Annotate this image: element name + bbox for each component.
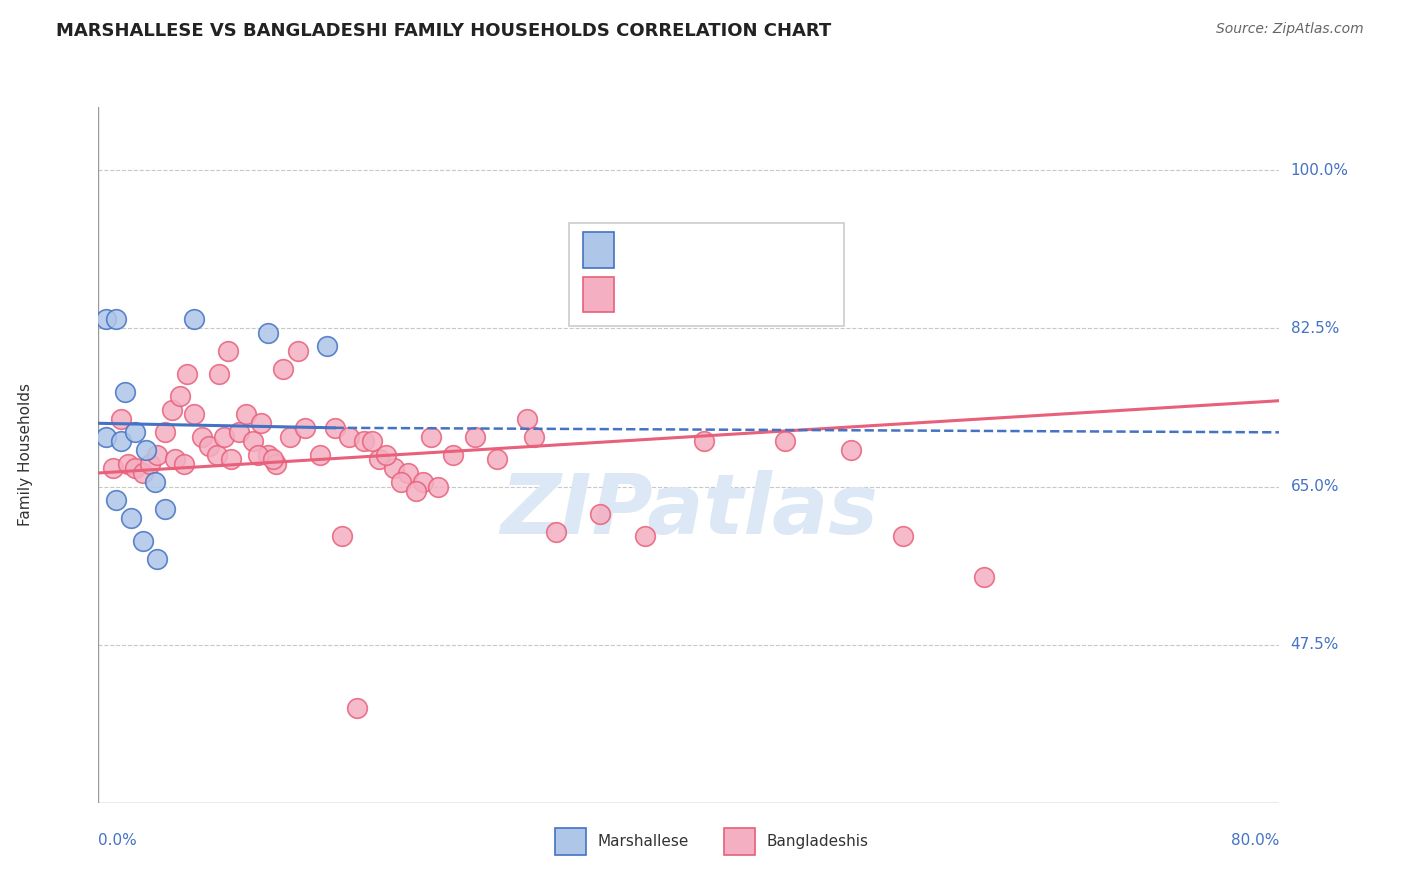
Text: Marshallese: Marshallese <box>598 834 689 848</box>
Point <box>228 425 250 440</box>
Point <box>143 475 166 489</box>
Point <box>124 461 146 475</box>
Point <box>891 529 914 543</box>
Text: 0.0%: 0.0% <box>98 833 138 848</box>
Point <box>375 448 398 462</box>
Point <box>120 511 142 525</box>
Point <box>246 448 269 462</box>
Point <box>250 417 273 431</box>
Point <box>360 434 382 449</box>
Text: 82.5%: 82.5% <box>1291 321 1339 336</box>
Point <box>486 452 509 467</box>
Point <box>346 701 368 715</box>
Point <box>419 430 441 444</box>
Point <box>173 457 195 471</box>
Point <box>132 466 155 480</box>
Point <box>169 389 191 403</box>
Text: R =: R = <box>628 280 666 294</box>
Point <box>235 407 257 421</box>
Point <box>368 452 391 467</box>
Point <box>278 430 302 444</box>
Point <box>337 430 360 444</box>
Text: 80.0%: 80.0% <box>1232 833 1279 848</box>
Text: N =: N = <box>755 235 789 250</box>
Point <box>242 434 264 449</box>
Point <box>353 434 375 449</box>
Text: 62: 62 <box>800 280 820 294</box>
Point <box>153 502 176 516</box>
Point <box>198 439 221 453</box>
Point <box>94 312 117 326</box>
Point <box>176 367 198 381</box>
Text: 47.5%: 47.5% <box>1291 637 1339 652</box>
Point <box>103 461 125 475</box>
Point <box>693 434 716 449</box>
Point <box>110 434 132 449</box>
Point <box>589 507 612 521</box>
Point <box>212 430 235 444</box>
Point <box>183 312 205 326</box>
Point <box>191 430 214 444</box>
Text: 16: 16 <box>800 235 820 250</box>
Text: MARSHALLESE VS BANGLADESHI FAMILY HOUSEHOLDS CORRELATION CHART: MARSHALLESE VS BANGLADESHI FAMILY HOUSEH… <box>56 22 831 40</box>
Point <box>294 421 316 435</box>
Point <box>110 411 132 425</box>
Point <box>412 475 434 489</box>
Point <box>264 457 287 471</box>
Point <box>262 452 284 467</box>
Point <box>146 551 169 566</box>
Point <box>633 529 655 543</box>
Point <box>105 312 128 326</box>
Point <box>208 367 231 381</box>
Point <box>523 430 546 444</box>
Text: -0.042: -0.042 <box>675 235 724 250</box>
Point <box>162 402 183 417</box>
Point <box>114 384 136 399</box>
Text: Bangladeshis: Bangladeshis <box>766 834 869 848</box>
Point <box>546 524 568 539</box>
Point <box>135 443 157 458</box>
Point <box>217 344 239 359</box>
Point <box>309 448 332 462</box>
Point <box>427 479 450 493</box>
Text: 100.0%: 100.0% <box>1291 163 1348 178</box>
Point <box>330 529 353 543</box>
Point <box>94 430 117 444</box>
Point <box>139 457 162 471</box>
Point <box>146 448 169 462</box>
Point <box>382 461 405 475</box>
Point <box>839 443 862 458</box>
Point <box>271 362 294 376</box>
Point <box>389 475 412 489</box>
Point <box>117 457 139 471</box>
Point <box>441 448 464 462</box>
Point <box>205 448 228 462</box>
Point <box>316 339 339 353</box>
Point <box>153 425 176 440</box>
Point <box>287 344 309 359</box>
Text: R =: R = <box>628 235 662 250</box>
Text: 65.0%: 65.0% <box>1291 479 1339 494</box>
Point <box>396 466 419 480</box>
Point <box>973 570 995 584</box>
Point <box>516 411 538 425</box>
Text: Family Households: Family Households <box>18 384 34 526</box>
Text: Source: ZipAtlas.com: Source: ZipAtlas.com <box>1216 22 1364 37</box>
Point <box>257 326 280 340</box>
Point <box>464 430 486 444</box>
Text: N =: N = <box>755 280 789 294</box>
Point <box>124 425 146 440</box>
Point <box>165 452 187 467</box>
Text: 0.102: 0.102 <box>675 280 718 294</box>
Text: ZIPatlas: ZIPatlas <box>501 470 877 551</box>
Point <box>219 452 243 467</box>
Point <box>132 533 155 548</box>
Point <box>405 484 427 499</box>
Point <box>323 421 346 435</box>
Point <box>105 493 128 508</box>
Point <box>773 434 796 449</box>
Point <box>257 448 280 462</box>
Point <box>183 407 205 421</box>
